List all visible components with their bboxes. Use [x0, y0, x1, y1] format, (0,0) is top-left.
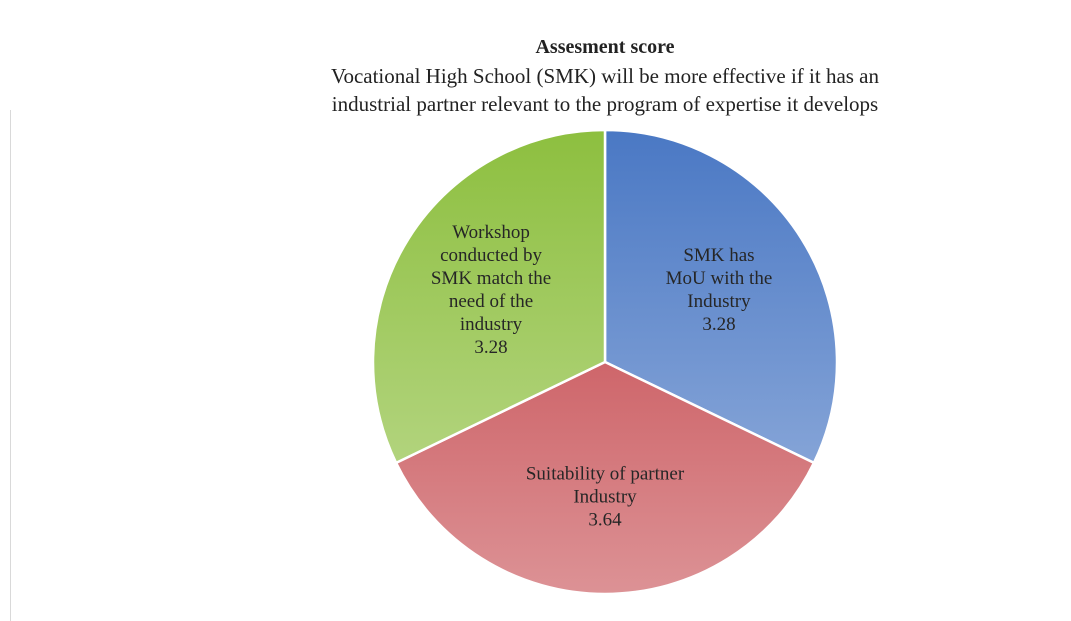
- slice-category: Suitability of partner Industry: [525, 463, 685, 508]
- pie-slice: [603, 128, 839, 465]
- slice-category: Workshop conducted by SMK match the need…: [430, 222, 552, 336]
- chart-title: Assesment score: [535, 36, 675, 58]
- slice-label: Workshop conducted by SMK match the need…: [424, 221, 559, 359]
- chart-subtitle: Vocational High School (SMK) will be mor…: [330, 64, 880, 88]
- pie-slice: [371, 128, 607, 465]
- slice-label: SMK has MoU with the Industry 3.28: [663, 244, 775, 336]
- slice-category: SMK has MoU with the Industry: [665, 245, 773, 313]
- slice-value: 3.28: [474, 337, 508, 359]
- slice-value: 3.64: [588, 509, 622, 531]
- slice-label: Suitability of partner Industry 3.64: [523, 462, 688, 531]
- pie-slice: [394, 360, 816, 596]
- chart-subtitle: industrial partner relevant to the progr…: [331, 92, 879, 116]
- slice-value: 3.28: [702, 314, 736, 336]
